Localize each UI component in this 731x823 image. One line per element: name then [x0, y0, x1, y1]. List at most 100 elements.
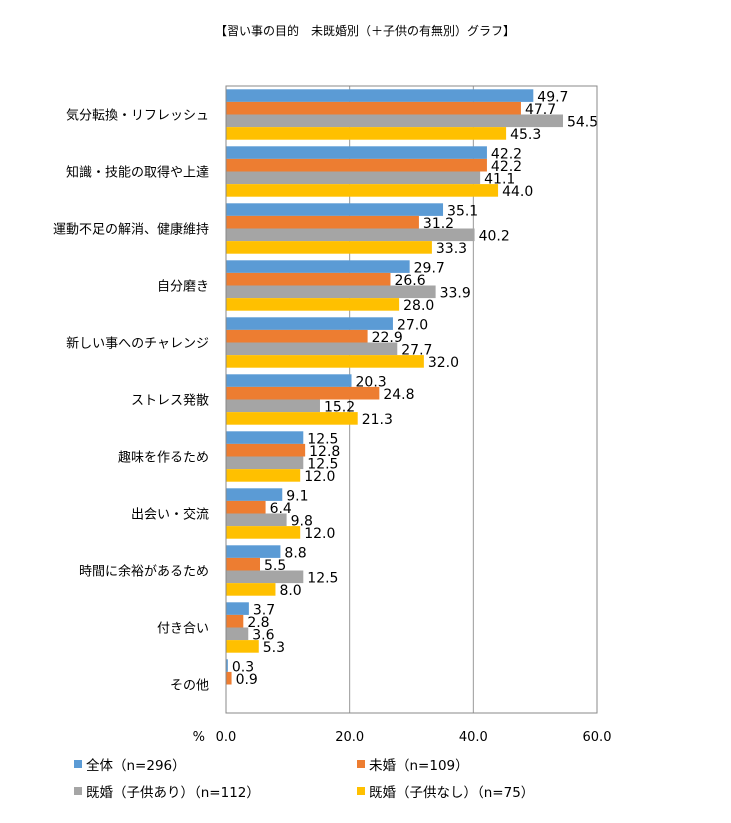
data-label: 12.8	[309, 444, 340, 460]
data-label: 24.8	[383, 387, 414, 403]
x-tick-label: 0.0	[216, 730, 237, 745]
data-label: 12.0	[304, 526, 335, 542]
bar	[226, 456, 304, 470]
bar	[226, 640, 259, 653]
data-label: 3.7	[253, 602, 275, 618]
bar	[226, 443, 306, 457]
data-label: 0.9	[236, 672, 258, 688]
bar	[226, 298, 400, 311]
data-label: 15.2	[324, 400, 355, 416]
bar	[226, 374, 352, 387]
data-label: 41.1	[484, 172, 515, 188]
legend-swatch	[74, 760, 82, 768]
bar	[226, 399, 320, 413]
legend-entry: 未婚（n=109）	[369, 758, 469, 774]
data-label: 12.5	[307, 571, 338, 587]
bar	[226, 671, 232, 685]
data-label: 35.1	[447, 203, 478, 219]
bar	[226, 146, 487, 159]
bar	[226, 228, 475, 242]
data-label: 0.3	[232, 659, 254, 675]
data-label: 12.0	[304, 469, 335, 485]
category-label: 運動不足の解消、健康維持	[53, 222, 209, 238]
bar	[226, 114, 563, 128]
category-label: 自分磨き	[157, 280, 209, 295]
bar	[226, 602, 249, 615]
bar	[226, 317, 393, 330]
data-label: 21.3	[362, 412, 393, 428]
bar	[226, 545, 281, 558]
data-label: 31.2	[423, 216, 454, 232]
data-label: 8.0	[279, 583, 301, 599]
bar	[226, 500, 266, 514]
data-label: 5.5	[264, 558, 286, 574]
x-axis-ticks: 0.0 20.0 40.0 60.0	[216, 730, 612, 745]
legend-swatch	[357, 760, 365, 768]
category-label: 付き合い	[157, 622, 209, 637]
category-label: 知識・技能の取得や上達	[66, 165, 209, 181]
bar	[226, 583, 276, 596]
data-label: 3.6	[252, 628, 274, 644]
data-label: 26.6	[394, 273, 425, 289]
data-label: 42.2	[491, 146, 522, 162]
data-label: 49.7	[537, 89, 568, 105]
bar	[226, 386, 380, 400]
chart-title: 【習い事の目的 未既婚別（＋子供の有無別）グラフ】	[215, 23, 515, 38]
bar	[226, 241, 432, 254]
category-label: ストレス発散	[131, 394, 209, 409]
x-axis-unit-label: %	[193, 730, 205, 745]
bar	[226, 570, 304, 584]
bar	[226, 272, 391, 286]
data-label: 5.3	[263, 640, 285, 656]
data-label: 47.7	[525, 102, 556, 118]
category-label: 時間に余裕があるため	[79, 564, 209, 580]
data-label: 12.5	[307, 457, 338, 473]
bar	[226, 412, 358, 425]
bar	[226, 627, 249, 641]
data-label: 54.5	[567, 115, 598, 131]
data-labels: 49.747.754.545.342.242.241.144.035.131.2…	[232, 89, 598, 688]
x-tick-label: 60.0	[583, 730, 612, 745]
bar	[226, 342, 398, 356]
data-label: 12.5	[307, 431, 338, 447]
data-label: 29.7	[414, 260, 445, 276]
bar	[226, 329, 368, 343]
bar	[226, 488, 283, 501]
data-label: 28.0	[403, 298, 434, 314]
bar	[226, 285, 436, 299]
bar	[226, 557, 261, 571]
data-label: 40.2	[479, 229, 510, 245]
data-label: 42.2	[491, 159, 522, 175]
legend-entry: 既婚（子供あり）（n=112）	[86, 785, 260, 801]
bar	[226, 215, 419, 229]
data-label: 2.8	[247, 615, 269, 631]
data-label: 45.3	[510, 127, 541, 143]
legend-entry: 全体（n=296）	[86, 757, 186, 774]
category-label: その他	[170, 679, 209, 694]
legend-swatch	[357, 787, 365, 795]
legend-swatch	[74, 787, 82, 795]
data-label: 8.8	[284, 545, 306, 561]
data-label: 9.1	[286, 488, 308, 504]
bar	[226, 158, 487, 172]
bar	[226, 355, 424, 368]
bar	[226, 431, 304, 444]
bar	[226, 614, 244, 628]
plot-frame	[225, 85, 598, 714]
category-label: 新しい事へのチャレンジ	[66, 336, 209, 352]
data-label: 33.9	[440, 286, 471, 302]
legend-entry: 既婚（子供なし）（n=75）	[369, 785, 534, 801]
bar	[226, 260, 410, 273]
data-label: 33.3	[436, 241, 467, 257]
legend: 全体（n=296） 未婚（n=109） 既婚（子供あり）（n=112） 既婚（子供なし…	[74, 757, 534, 801]
bar	[226, 659, 228, 672]
data-label: 27.0	[397, 317, 428, 333]
data-label: 44.0	[502, 184, 533, 200]
x-tick-label: 40.0	[459, 730, 488, 745]
bar	[226, 127, 507, 140]
bar	[226, 171, 481, 185]
bars	[226, 89, 563, 685]
bar	[226, 89, 534, 102]
category-label: 趣味を作るため	[118, 451, 209, 466]
